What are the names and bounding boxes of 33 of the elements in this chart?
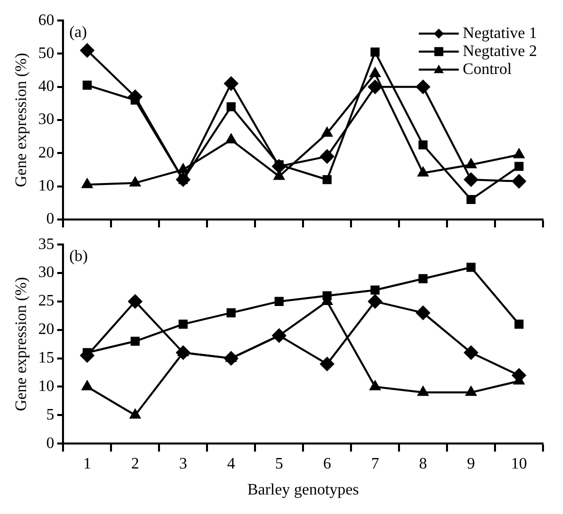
y-tick-label: 10 <box>38 378 54 395</box>
x-tick-label: 3 <box>179 455 188 472</box>
y-axis-title: Gene expression (%) <box>12 277 30 412</box>
y-tick-label: 0 <box>46 210 54 228</box>
legend-label: Control <box>462 60 512 78</box>
annotation: (b) <box>69 248 88 265</box>
x-tick-label: 6 <box>323 455 332 472</box>
x-tick-label: 8 <box>419 455 428 472</box>
x-axis-title: Barley genotypes <box>247 482 359 499</box>
y-tick-label: 0 <box>46 434 54 452</box>
y-tick-label: 25 <box>38 292 54 310</box>
y-tick-label: 15 <box>38 350 54 367</box>
annotation: (a) <box>69 24 87 41</box>
x-tick-label: 2 <box>131 455 140 472</box>
x-tick-label: 9 <box>467 455 476 472</box>
y-tick-label: 30 <box>38 264 54 282</box>
x-tick-label: 7 <box>371 455 380 472</box>
y-tick-label: 50 <box>38 44 54 62</box>
y-axis-title: Gene expression (%) <box>12 52 30 188</box>
y-tick-label: 30 <box>38 111 54 128</box>
legend-label: Negtative 2 <box>462 42 538 60</box>
legend-label: Negtative 1 <box>462 24 538 42</box>
y-tick-label: 35 <box>38 236 54 253</box>
y-tick-label: 20 <box>38 321 54 338</box>
x-tick-label: 5 <box>275 455 284 472</box>
y-tick-label: 60 <box>38 12 54 29</box>
x-tick-label: 1 <box>83 455 92 472</box>
y-tick-label: 20 <box>38 144 54 162</box>
y-tick-label: 40 <box>38 78 54 96</box>
x-tick-label: 10 <box>511 455 528 472</box>
x-tick-label: 4 <box>227 455 236 472</box>
y-tick-label: 10 <box>38 177 54 194</box>
y-tick-label: 5 <box>46 406 54 424</box>
